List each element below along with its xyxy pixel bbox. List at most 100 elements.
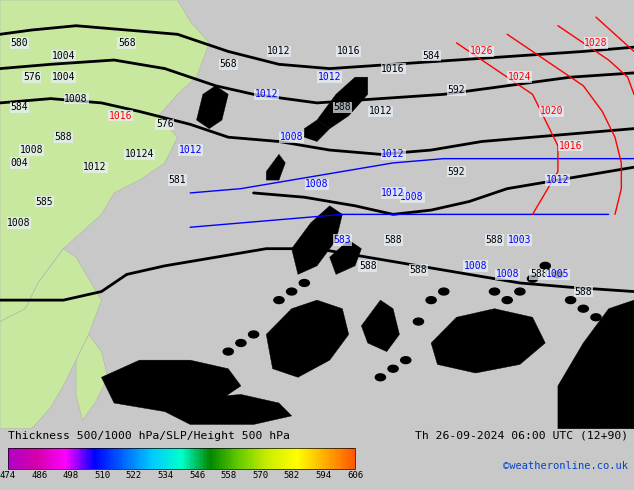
- Bar: [28, 448, 29, 468]
- Text: 576: 576: [156, 120, 174, 129]
- Text: 1004: 1004: [51, 72, 75, 82]
- Text: Th 26-09-2024 06:00 UTC (12+90): Th 26-09-2024 06:00 UTC (12+90): [415, 431, 628, 441]
- Bar: [108, 448, 109, 468]
- Bar: [304, 448, 306, 468]
- Text: 004: 004: [10, 158, 28, 168]
- Bar: [202, 448, 203, 468]
- Bar: [124, 448, 125, 468]
- Bar: [71, 448, 73, 468]
- Bar: [168, 448, 170, 468]
- Bar: [239, 448, 241, 468]
- Circle shape: [134, 391, 145, 398]
- Circle shape: [502, 297, 512, 304]
- Text: 588: 588: [384, 235, 402, 245]
- Bar: [178, 448, 180, 468]
- Bar: [265, 448, 267, 468]
- Bar: [61, 448, 63, 468]
- Bar: [183, 448, 184, 468]
- Text: 1012: 1012: [254, 89, 278, 99]
- Circle shape: [147, 400, 157, 407]
- Text: 1008: 1008: [64, 94, 88, 103]
- Bar: [247, 448, 248, 468]
- Bar: [103, 448, 105, 468]
- Bar: [60, 448, 61, 468]
- Bar: [325, 448, 326, 468]
- Polygon shape: [0, 249, 101, 429]
- Bar: [29, 448, 31, 468]
- Circle shape: [249, 331, 259, 338]
- Text: 1020: 1020: [540, 106, 564, 117]
- Bar: [44, 448, 45, 468]
- Text: 546: 546: [189, 471, 205, 480]
- Bar: [128, 448, 129, 468]
- Bar: [332, 448, 333, 468]
- Bar: [164, 448, 165, 468]
- Bar: [351, 448, 352, 468]
- Bar: [45, 448, 47, 468]
- Text: 1028: 1028: [584, 38, 608, 48]
- Text: 1012: 1012: [546, 175, 570, 185]
- Bar: [254, 448, 255, 468]
- Bar: [65, 448, 67, 468]
- Bar: [312, 448, 313, 468]
- Bar: [25, 448, 27, 468]
- Bar: [176, 448, 177, 468]
- Bar: [177, 448, 178, 468]
- Text: 1024: 1024: [508, 72, 532, 82]
- Bar: [190, 448, 191, 468]
- Bar: [91, 448, 93, 468]
- Bar: [83, 448, 84, 468]
- Circle shape: [553, 271, 563, 278]
- Bar: [228, 448, 229, 468]
- Bar: [86, 448, 87, 468]
- Bar: [339, 448, 340, 468]
- Circle shape: [223, 348, 233, 355]
- Text: 580: 580: [10, 38, 28, 48]
- Bar: [236, 448, 238, 468]
- Text: ©weatheronline.co.uk: ©weatheronline.co.uk: [503, 461, 628, 470]
- Text: 1005: 1005: [546, 270, 570, 279]
- Circle shape: [426, 297, 436, 304]
- Text: 1012: 1012: [381, 188, 405, 198]
- Text: 1016: 1016: [108, 111, 133, 121]
- Bar: [139, 448, 141, 468]
- Bar: [285, 448, 287, 468]
- Bar: [180, 448, 181, 468]
- Bar: [261, 448, 262, 468]
- Text: 585: 585: [36, 196, 53, 206]
- Bar: [31, 448, 32, 468]
- Bar: [35, 448, 37, 468]
- Bar: [8, 448, 355, 468]
- Bar: [155, 448, 157, 468]
- Bar: [11, 448, 12, 468]
- Bar: [219, 448, 221, 468]
- Polygon shape: [0, 0, 209, 321]
- Bar: [300, 448, 302, 468]
- Bar: [22, 448, 23, 468]
- Bar: [352, 448, 354, 468]
- Text: 594: 594: [315, 471, 332, 480]
- Bar: [100, 448, 101, 468]
- Bar: [77, 448, 79, 468]
- Polygon shape: [266, 154, 285, 180]
- Bar: [210, 448, 212, 468]
- Text: 1012: 1012: [83, 162, 107, 172]
- Circle shape: [287, 288, 297, 295]
- Text: 588: 588: [486, 235, 503, 245]
- Text: 1008: 1008: [7, 218, 31, 228]
- Text: 1026: 1026: [470, 47, 494, 56]
- Polygon shape: [292, 206, 342, 274]
- Bar: [80, 448, 81, 468]
- Bar: [170, 448, 171, 468]
- Bar: [257, 448, 258, 468]
- Circle shape: [413, 318, 424, 325]
- Bar: [295, 448, 297, 468]
- Bar: [125, 448, 126, 468]
- Bar: [23, 448, 25, 468]
- Text: 568: 568: [219, 59, 237, 69]
- Bar: [109, 448, 110, 468]
- Bar: [89, 448, 90, 468]
- Bar: [116, 448, 118, 468]
- Bar: [39, 448, 41, 468]
- Bar: [221, 448, 222, 468]
